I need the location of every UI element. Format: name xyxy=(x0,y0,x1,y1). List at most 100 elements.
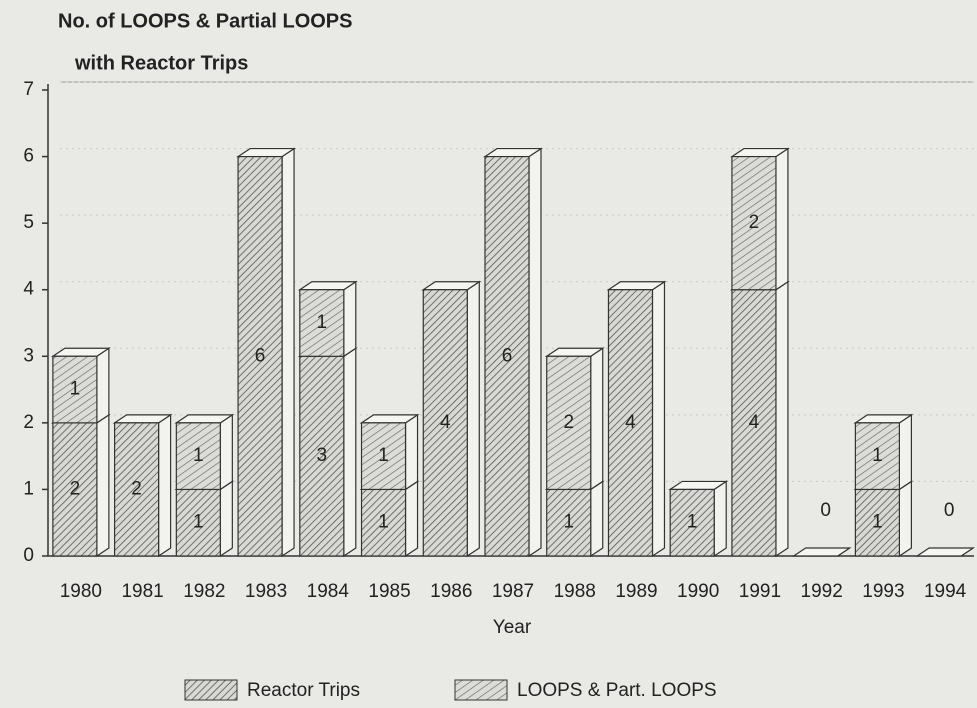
chart-subtitle: with Reactor Trips xyxy=(74,52,248,74)
bar-face xyxy=(404,480,419,558)
bar-face xyxy=(52,355,98,424)
bar-face xyxy=(422,289,468,557)
x-axis-label: Year xyxy=(493,617,532,638)
bar-face xyxy=(731,289,777,557)
bar-face xyxy=(731,155,777,291)
data-label: 0 xyxy=(820,500,831,521)
data-label: 1 xyxy=(193,512,204,533)
x-tick-label: 1984 xyxy=(307,581,350,602)
bar-face xyxy=(343,347,357,558)
x-tick-label: 1980 xyxy=(60,581,102,602)
bar-face xyxy=(404,413,419,491)
bar-face xyxy=(590,347,604,491)
bar-segment xyxy=(112,413,173,558)
data-label: 6 xyxy=(502,345,513,366)
bar-segment xyxy=(50,347,111,424)
data-label: 1 xyxy=(872,512,883,533)
bar-segment xyxy=(544,480,605,558)
x-tick-label: 1989 xyxy=(615,581,657,602)
data-label: 1 xyxy=(687,512,698,533)
bar-face xyxy=(360,422,407,491)
data-label: 2 xyxy=(131,478,142,499)
x-tick-label: 1994 xyxy=(924,581,967,602)
bar-segment xyxy=(50,413,111,558)
x-tick-label: 1993 xyxy=(862,581,904,602)
bar-face xyxy=(775,147,789,291)
data-label: 1 xyxy=(70,379,81,400)
bar-face xyxy=(854,422,901,491)
bar-segment xyxy=(236,147,297,558)
bar-face xyxy=(915,547,976,557)
bar-segment xyxy=(174,413,235,491)
bar-segment xyxy=(297,347,358,558)
bar-face xyxy=(651,280,666,558)
bar-segment xyxy=(915,547,976,557)
legend-label: LOOPS & Part. LOOPS xyxy=(517,680,717,701)
bar-face xyxy=(607,289,654,557)
bar-face xyxy=(528,147,542,558)
bar-face xyxy=(281,147,295,558)
bar-segment xyxy=(791,547,852,557)
bar-segment xyxy=(729,280,790,558)
x-tick-label: 1981 xyxy=(121,581,163,602)
bar-segment xyxy=(853,413,914,491)
data-label: 1 xyxy=(378,445,389,466)
y-tick-label: 2 xyxy=(23,412,34,433)
x-tick-label: 1986 xyxy=(430,581,472,602)
legend-swatch xyxy=(184,679,238,701)
y-tick-label: 4 xyxy=(23,279,34,300)
bar-face xyxy=(237,155,283,557)
bar-face xyxy=(343,280,357,358)
bar-segment xyxy=(483,147,543,558)
x-tick-label: 1987 xyxy=(492,581,534,602)
bar-face xyxy=(713,480,727,558)
x-tick-label: 1991 xyxy=(739,581,781,602)
data-label: 2 xyxy=(749,212,760,233)
bar-face xyxy=(113,422,160,557)
data-label: 0 xyxy=(944,500,955,521)
data-label: 1 xyxy=(317,312,328,333)
data-label: 4 xyxy=(749,412,760,433)
x-tick-label: 1992 xyxy=(801,581,843,602)
bar-face xyxy=(775,280,789,558)
bar-segment xyxy=(729,147,790,291)
y-tick-label: 7 xyxy=(23,79,34,100)
data-label: 3 xyxy=(317,445,328,466)
y-tick-label: 6 xyxy=(23,146,34,167)
bar-segment xyxy=(421,280,482,558)
data-label: 1 xyxy=(378,512,389,533)
y-tick-label: 0 xyxy=(23,545,34,566)
bar-face xyxy=(299,289,345,357)
bar-face xyxy=(175,422,221,491)
x-tick-label: 1982 xyxy=(183,581,225,602)
x-tick-label: 1985 xyxy=(368,581,410,602)
bar-segment xyxy=(174,480,235,558)
data-label: 4 xyxy=(440,412,451,433)
bar-face xyxy=(898,413,913,491)
bar-face xyxy=(96,347,110,424)
bar-segment xyxy=(668,480,729,558)
bar-face xyxy=(299,355,345,557)
bar-face xyxy=(484,155,530,557)
bar-face xyxy=(96,413,110,558)
bar-segment xyxy=(544,347,605,491)
bar-face xyxy=(466,280,480,558)
bar-segment xyxy=(853,480,914,558)
data-label: 4 xyxy=(625,412,636,433)
legend-swatch xyxy=(454,679,508,701)
x-tick-label: 1983 xyxy=(245,581,287,602)
bar-face xyxy=(669,488,715,557)
bar-segment xyxy=(359,480,420,558)
data-label: 1 xyxy=(563,512,574,533)
y-tick-label: 5 xyxy=(23,212,34,233)
bar-face xyxy=(158,413,172,558)
y-tick-label: 3 xyxy=(23,345,34,366)
bar-face xyxy=(791,547,852,557)
data-label: 1 xyxy=(872,445,883,466)
bar-face xyxy=(219,480,233,558)
bar-face xyxy=(546,355,592,491)
data-label: 2 xyxy=(563,412,574,433)
data-label: 2 xyxy=(70,478,81,499)
y-tick-label: 1 xyxy=(23,478,34,499)
